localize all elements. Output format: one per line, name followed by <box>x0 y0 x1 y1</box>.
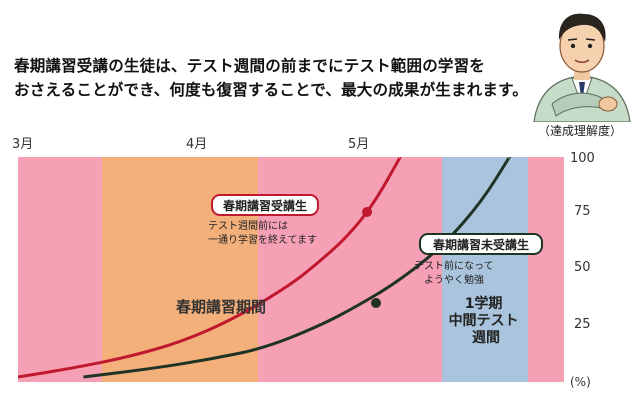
series-marker-attended <box>362 207 372 217</box>
x-tick-april: 4月 <box>186 137 207 152</box>
x-tick-march: 3月 <box>12 137 33 152</box>
legend-not-attended-box <box>419 233 543 255</box>
annotation-not-attended: テスト前になって ようやく勉強 <box>414 259 497 286</box>
achievement-unit-note: （達成理解度） <box>537 124 622 138</box>
period-label-midterm-line-2: 中間テスト <box>449 312 519 329</box>
series-marker-not-attended <box>371 298 381 308</box>
y-tick-50: 50 <box>574 260 591 275</box>
teacher-illustration <box>533 13 631 122</box>
x-axis-ticks: 3月 4月 5月 <box>12 137 369 152</box>
intro-line-1: 春期講習受講の生徒は、テスト週間の前までにテスト範囲の学習を <box>14 57 486 75</box>
x-tick-may: 5月 <box>348 137 369 152</box>
spring-course-period-band <box>102 157 258 382</box>
y-tick-100: 100 <box>570 151 595 166</box>
period-label-midterm-line-3: 週間 <box>472 330 500 346</box>
annotation-attended-line-2: 一通り学習を終えてます <box>208 233 317 246</box>
annotation-not-attended-line-2: ようやく勉強 <box>424 273 484 286</box>
legend-not-attended-label: 春期講習未受講生 <box>432 237 529 252</box>
y-tick-75: 75 <box>574 204 591 219</box>
annotation-attended-line-1: テスト週間前には <box>208 219 288 232</box>
y-tick-25: 25 <box>574 317 591 332</box>
annotation-not-attended-line-1: テスト前になって <box>414 259 494 272</box>
annotation-attended: テスト週間前には 一通り学習を終えてます <box>208 219 317 246</box>
period-label-spring: 春期講習期間 <box>176 298 266 316</box>
legend-attended: 春期講習受講生 テスト週間前には 一通り学習を終えてます <box>208 194 319 246</box>
legend-attended-label: 春期講習受講生 <box>222 198 307 213</box>
intro-text: 春期講習受講の生徒は、テスト週間の前までにテスト範囲の学習を おさえることができ… <box>14 54 574 102</box>
period-label-midterm: 1学期 中間テスト 週間 <box>449 295 524 346</box>
y-axis-unit: (%) <box>570 375 591 389</box>
legend-not-attended: 春期講習未受講生 テスト前になって ようやく勉強 <box>414 233 543 286</box>
y-axis-ticks: 100 75 50 25 (%) <box>570 151 595 389</box>
legend-attended-box <box>211 194 319 216</box>
intro-line-2: おさえることができ、何度も復習することで、最大の成果が生まれます。 <box>14 81 528 99</box>
series-line-not-attended <box>83 157 511 379</box>
period-label-midterm-line-1: 1学期 <box>465 295 503 312</box>
